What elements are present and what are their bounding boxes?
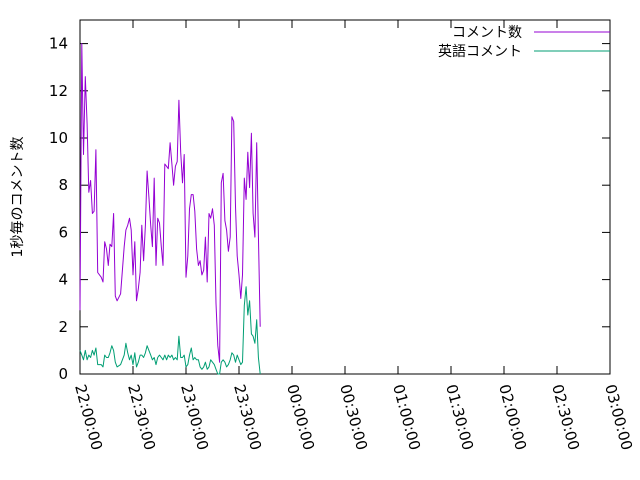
y-tick-label: 0	[58, 365, 68, 383]
x-tick-label: 02:30:00	[548, 382, 583, 452]
x-tick-label: 03:00:00	[601, 382, 636, 452]
y-tick-label: 10	[49, 129, 68, 147]
legend-label: コメント数	[452, 25, 522, 41]
x-tick-label: 00:00:00	[283, 382, 318, 452]
y-tick-label: 12	[49, 82, 68, 100]
x-tick-label: 23:30:00	[230, 382, 265, 452]
y-axis-label: 1秒毎のコメント数	[10, 137, 26, 258]
series-line-1	[79, 286, 261, 375]
x-tick-label: 22:30:00	[124, 382, 159, 452]
x-tick-label: 00:30:00	[336, 382, 371, 452]
series-lines	[79, 43, 261, 375]
y-tick-label: 8	[58, 176, 68, 194]
legend-label: 英語コメント	[438, 43, 522, 60]
y-tick-label: 6	[58, 223, 68, 241]
x-tick-label: 01:30:00	[442, 382, 477, 452]
y-tick-label: 4	[58, 271, 68, 289]
plot-frame	[79, 19, 611, 375]
x-tick-label: 01:00:00	[389, 382, 424, 452]
x-tick-labels: 22:00:00 22:30:00 23:00:00 23:30:00 00:00:00…	[71, 382, 636, 452]
y-tick-labels: 0 2 4 6 8 10 12 14	[49, 35, 68, 383]
y-tick-label: 14	[49, 35, 68, 53]
x-tick-label: 22:00:00	[71, 382, 106, 452]
axis-ticks	[79, 20, 611, 375]
x-tick-label: 02:00:00	[495, 382, 530, 452]
series-line-0	[79, 43, 261, 363]
y-tick-label: 2	[58, 318, 68, 336]
x-tick-label: 23:00:00	[177, 382, 212, 452]
